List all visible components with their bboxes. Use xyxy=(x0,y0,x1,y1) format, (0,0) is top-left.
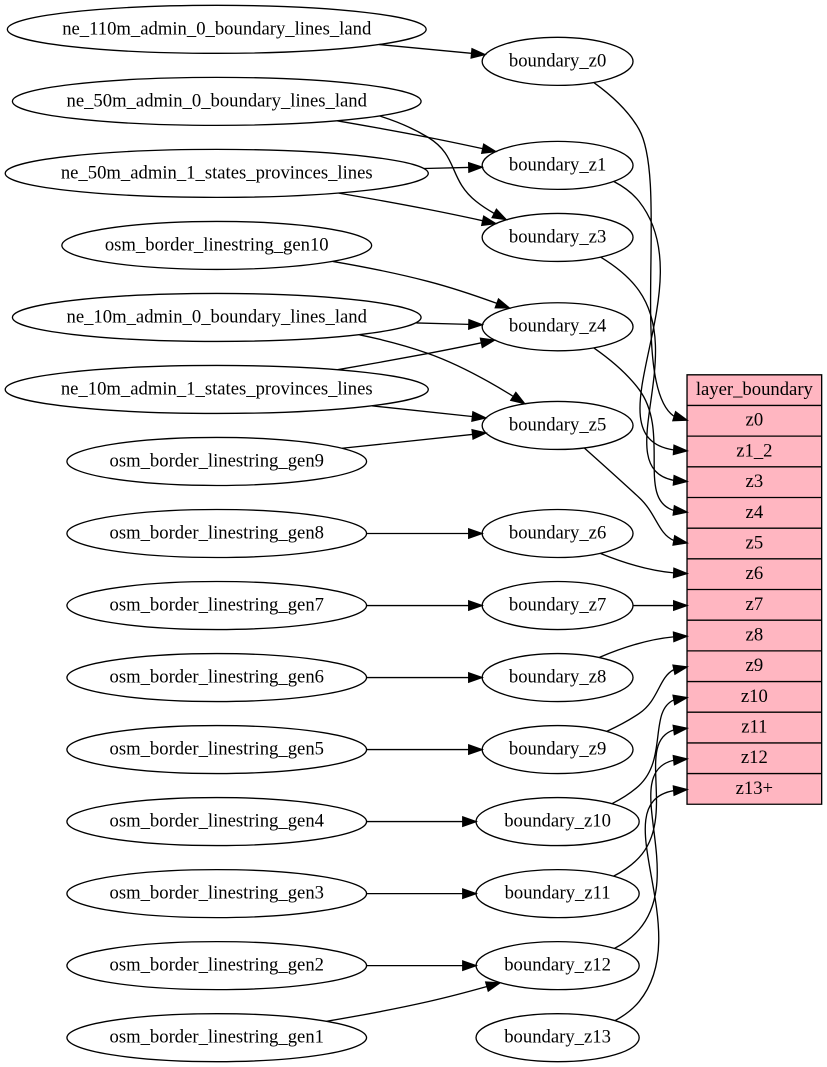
svg-text:boundary_z12: boundary_z12 xyxy=(504,955,611,976)
svg-text:boundary_z6: boundary_z6 xyxy=(509,522,606,543)
svg-text:z11: z11 xyxy=(741,716,767,737)
svg-text:osm_border_linestring_gen2: osm_border_linestring_gen2 xyxy=(110,955,324,976)
svg-text:osm_border_linestring_gen8: osm_border_linestring_gen8 xyxy=(110,522,324,543)
svg-text:boundary_z3: boundary_z3 xyxy=(509,226,606,247)
svg-text:z4: z4 xyxy=(746,502,764,523)
svg-text:layer_boundary: layer_boundary xyxy=(696,379,814,400)
svg-text:boundary_z13: boundary_z13 xyxy=(504,1027,611,1048)
svg-text:osm_border_linestring_gen7: osm_border_linestring_gen7 xyxy=(110,594,324,615)
svg-text:ne_110m_admin_0_boundary_lines: ne_110m_admin_0_boundary_lines_land xyxy=(62,18,372,39)
svg-text:z5: z5 xyxy=(746,532,764,553)
svg-text:z10: z10 xyxy=(741,686,768,707)
svg-text:z7: z7 xyxy=(746,594,764,615)
svg-text:z3: z3 xyxy=(746,471,764,492)
svg-text:osm_border_linestring_gen1: osm_border_linestring_gen1 xyxy=(110,1027,324,1048)
svg-text:osm_border_linestring_gen6: osm_border_linestring_gen6 xyxy=(110,666,324,687)
svg-text:boundary_z9: boundary_z9 xyxy=(509,738,606,759)
svg-text:osm_border_linestring_gen3: osm_border_linestring_gen3 xyxy=(110,883,324,904)
svg-text:osm_border_linestring_gen10: osm_border_linestring_gen10 xyxy=(105,234,329,255)
svg-text:boundary_z1: boundary_z1 xyxy=(509,154,606,175)
svg-text:boundary_z10: boundary_z10 xyxy=(504,811,611,832)
svg-text:z9: z9 xyxy=(746,655,764,676)
svg-text:z12: z12 xyxy=(741,747,768,768)
svg-text:z6: z6 xyxy=(746,563,764,584)
svg-text:osm_border_linestring_gen4: osm_border_linestring_gen4 xyxy=(110,811,325,832)
svg-text:ne_50m_admin_0_boundary_lines_: ne_50m_admin_0_boundary_lines_land xyxy=(67,90,368,111)
svg-text:osm_border_linestring_gen9: osm_border_linestring_gen9 xyxy=(110,450,324,471)
svg-text:z8: z8 xyxy=(746,624,764,645)
svg-text:ne_10m_admin_0_boundary_lines_: ne_10m_admin_0_boundary_lines_land xyxy=(67,306,368,327)
svg-text:boundary_z5: boundary_z5 xyxy=(509,414,606,435)
svg-text:ne_10m_admin_1_states_province: ne_10m_admin_1_states_provinces_lines xyxy=(61,378,373,399)
svg-text:boundary_z0: boundary_z0 xyxy=(509,50,606,71)
svg-text:osm_border_linestring_gen5: osm_border_linestring_gen5 xyxy=(110,738,324,759)
svg-text:z0: z0 xyxy=(746,410,764,431)
svg-text:z1_2: z1_2 xyxy=(736,440,772,461)
svg-text:boundary_z11: boundary_z11 xyxy=(505,883,611,904)
svg-text:ne_50m_admin_1_states_province: ne_50m_admin_1_states_provinces_lines xyxy=(61,162,373,183)
svg-text:boundary_z4: boundary_z4 xyxy=(509,316,607,337)
svg-text:boundary_z7: boundary_z7 xyxy=(509,594,606,615)
svg-text:z13+: z13+ xyxy=(736,778,773,799)
svg-text:boundary_z8: boundary_z8 xyxy=(509,666,606,687)
